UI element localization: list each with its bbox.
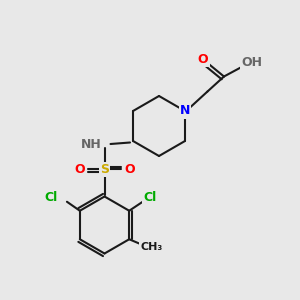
- Text: OH: OH: [242, 56, 262, 69]
- Text: S: S: [100, 163, 109, 176]
- Text: NH: NH: [81, 137, 102, 151]
- Text: O: O: [124, 163, 135, 176]
- Text: CH₃: CH₃: [140, 242, 163, 252]
- Text: Cl: Cl: [144, 191, 157, 204]
- Text: N: N: [180, 104, 190, 118]
- Text: O: O: [198, 53, 208, 66]
- Text: Cl: Cl: [45, 191, 58, 204]
- Text: O: O: [74, 163, 85, 176]
